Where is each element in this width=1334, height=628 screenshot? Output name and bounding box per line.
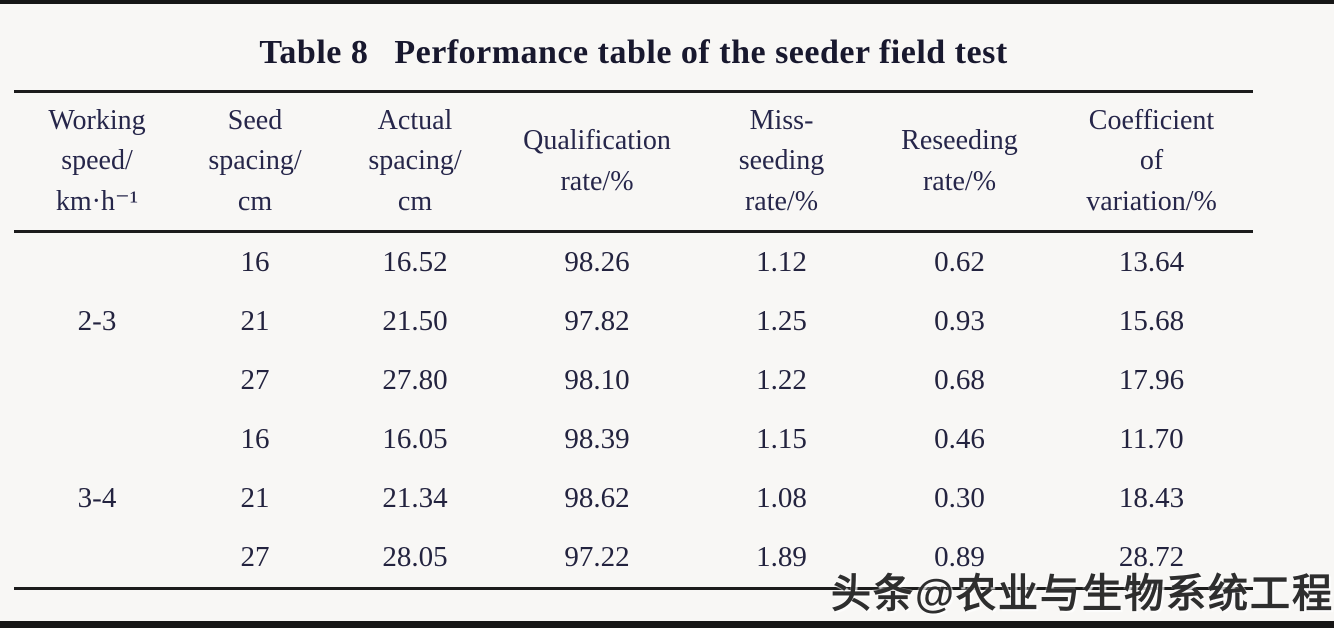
cell-coefficient-of-variation: 13.64 bbox=[1118, 246, 1185, 278]
cell-reseeding-rate: 0.30 bbox=[934, 482, 985, 514]
col-header-working-speed: Working speed/ km·h⁻¹ bbox=[14, 91, 180, 233]
cell-qualification-rate: 97.82 bbox=[564, 305, 630, 337]
col-header-reseeding-rate: Reseeding rate/% bbox=[869, 91, 1050, 233]
cell-reseeding-rate: 0.68 bbox=[934, 364, 985, 396]
cell-reseeding-rate: 0.89 bbox=[934, 541, 985, 573]
col-header-coefficient-of-variation: Coefficient of variation/% bbox=[1050, 91, 1253, 233]
cell-coefficient-of-variation: 18.43 bbox=[1118, 482, 1185, 514]
cell-miss-seeding-rate: 1.89 bbox=[756, 541, 807, 573]
cell-actual-spacing: 16.52 bbox=[382, 246, 448, 278]
cell-coefficient-of-variation: 15.68 bbox=[1118, 305, 1185, 337]
watermark-text: 头条@农业与生物系统工程 bbox=[830, 572, 1334, 616]
cell-seed-spacing: 27 bbox=[240, 364, 270, 396]
cell-actual-spacing: 21.50 bbox=[382, 305, 448, 337]
cell-reseeding-rate: 0.93 bbox=[934, 305, 985, 337]
cell-qualification-rate: 98.62 bbox=[564, 482, 630, 514]
bottom-edge-bar bbox=[0, 621, 1334, 628]
cell-working-speed: 2-3 bbox=[77, 305, 117, 337]
cell-qualification-rate: 98.10 bbox=[564, 364, 630, 396]
cell-qualification-rate: 97.22 bbox=[564, 541, 630, 573]
col-header-miss-seeding-rate: Miss- seeding rate/% bbox=[694, 91, 869, 233]
table-row: 21 21.50 97.82 1.25 0.93 15.68 bbox=[14, 292, 1253, 351]
cell-coefficient-of-variation: 28.72 bbox=[1118, 541, 1185, 573]
cell-miss-seeding-rate: 1.12 bbox=[756, 246, 807, 278]
cell-miss-seeding-rate: 1.08 bbox=[756, 482, 807, 514]
table-row: 27 28.05 97.22 1.89 0.89 28.72 bbox=[14, 528, 1253, 589]
cell-seed-spacing: 16 bbox=[240, 423, 270, 455]
cell-reseeding-rate: 0.62 bbox=[934, 246, 985, 278]
cell-coefficient-of-variation: 11.70 bbox=[1119, 423, 1184, 455]
top-edge-bar bbox=[0, 0, 1334, 4]
cell-qualification-rate: 98.39 bbox=[564, 423, 630, 455]
table-row: 21 21.34 98.62 1.08 0.30 18.43 bbox=[14, 469, 1253, 528]
cell-actual-spacing: 21.34 bbox=[382, 482, 448, 514]
cell-reseeding-rate: 0.46 bbox=[934, 423, 985, 455]
table-row: 27 27.80 98.10 1.22 0.68 17.96 bbox=[14, 351, 1253, 410]
table-title-text: Performance table of the seeder field te… bbox=[394, 34, 1008, 71]
col-header-seed-spacing: Seed spacing/ cm bbox=[180, 91, 330, 233]
col-header-qualification-rate: Qualification rate/% bbox=[500, 91, 694, 233]
performance-table: Working speed/ km·h⁻¹ Seed spacing/ cm A… bbox=[14, 90, 1253, 590]
cell-seed-spacing: 21 bbox=[240, 305, 270, 337]
cell-actual-spacing: 28.05 bbox=[382, 541, 448, 573]
cell-coefficient-of-variation: 17.96 bbox=[1118, 364, 1185, 396]
table-row: 2-3 16 16.52 98.26 1.12 0.62 13.64 bbox=[14, 232, 1253, 337]
table-title: Table 8 Performance table of the seeder f… bbox=[14, 34, 1253, 72]
table-row: 3-4 16 16.05 98.39 1.15 0.46 11.70 bbox=[14, 410, 1253, 514]
cell-miss-seeding-rate: 1.15 bbox=[756, 423, 807, 455]
cell-actual-spacing: 27.80 bbox=[382, 364, 448, 396]
col-header-actual-spacing: Actual spacing/ cm bbox=[330, 91, 500, 233]
cell-seed-spacing: 21 bbox=[240, 482, 270, 514]
cell-actual-spacing: 16.05 bbox=[382, 423, 448, 455]
header-row: Working speed/ km·h⁻¹ Seed spacing/ cm A… bbox=[14, 91, 1253, 233]
cell-miss-seeding-rate: 1.25 bbox=[756, 305, 807, 337]
cell-qualification-rate: 98.26 bbox=[564, 246, 630, 278]
cell-working-speed: 3-4 bbox=[77, 482, 117, 514]
cell-miss-seeding-rate: 1.22 bbox=[756, 364, 807, 396]
cell-seed-spacing: 16 bbox=[240, 246, 270, 278]
cell-seed-spacing: 27 bbox=[240, 541, 270, 573]
table-number: Table 8 bbox=[259, 34, 369, 71]
